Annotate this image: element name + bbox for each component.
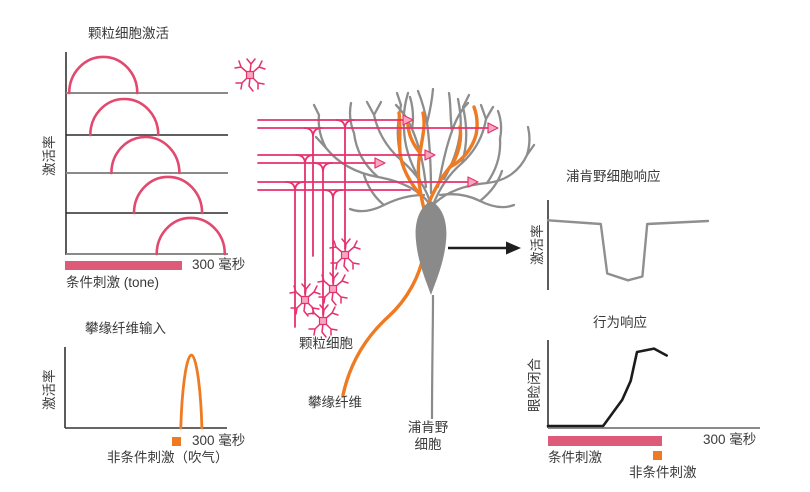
purkinje-response-plot bbox=[546, 200, 710, 290]
us-marker-behavior bbox=[653, 451, 662, 460]
purkinje-panel-title: 浦肯野细胞响应 bbox=[566, 169, 661, 184]
behavior-y-axis-label: 眼睑闭合 bbox=[527, 358, 542, 412]
cs-bar-behavior bbox=[548, 436, 662, 446]
climbing-time-label: 300 毫秒 bbox=[192, 433, 246, 448]
purkinje-y-axis-label: 激活率 bbox=[530, 224, 545, 266]
climbing-fiber bbox=[341, 105, 479, 397]
cs-bar-tone bbox=[65, 261, 182, 270]
purkinje-dendritic-tree bbox=[312, 87, 536, 213]
granule-stim-label: 条件刺激 (tone) bbox=[66, 275, 160, 290]
granule-curves bbox=[67, 55, 227, 256]
behavior-panel-title: 行为响应 bbox=[593, 315, 647, 330]
parallel-fibers bbox=[257, 119, 489, 328]
synapse-triangles bbox=[374, 114, 499, 188]
behavior-response-plot bbox=[546, 340, 760, 429]
granule-baselines bbox=[66, 92, 228, 255]
climbing-panel-title: 攀缘纤维输入 bbox=[85, 321, 166, 336]
output-arrow bbox=[448, 241, 521, 255]
behavior-us-label: 非条件刺激 bbox=[629, 465, 697, 480]
climbing-input-plot bbox=[64, 347, 227, 430]
climbing-y-axis-label: 激活率 bbox=[42, 369, 57, 411]
behavior-cs-label: 条件刺激 bbox=[548, 450, 602, 465]
neuron-illustration bbox=[234, 58, 536, 420]
granule-y-axis-label: 激活率 bbox=[42, 135, 57, 177]
granule-cells bbox=[234, 58, 361, 338]
purkinje-axon bbox=[430, 294, 435, 420]
purkinje-trace bbox=[546, 219, 710, 282]
climbing-stim-label: 非条件刺激（吹气） bbox=[107, 450, 229, 465]
behavior-time-label: 300 毫秒 bbox=[703, 432, 757, 447]
behavior-trace bbox=[546, 347, 668, 428]
purkinje-soma bbox=[415, 201, 447, 420]
climbing-fiber-label: 攀缘纤维 bbox=[308, 395, 362, 410]
us-marker-airpuff bbox=[172, 437, 181, 446]
granule-cells-label: 颗粒细胞 bbox=[299, 336, 353, 351]
purkinje-cell-label: 浦肯野 细胞 bbox=[407, 420, 449, 452]
climbing-spike bbox=[179, 353, 204, 430]
granule-panel-title: 颗粒细胞激活 bbox=[88, 26, 169, 41]
granule-activation-plot bbox=[65, 52, 228, 256]
granule-time-label: 300 毫秒 bbox=[192, 257, 246, 272]
